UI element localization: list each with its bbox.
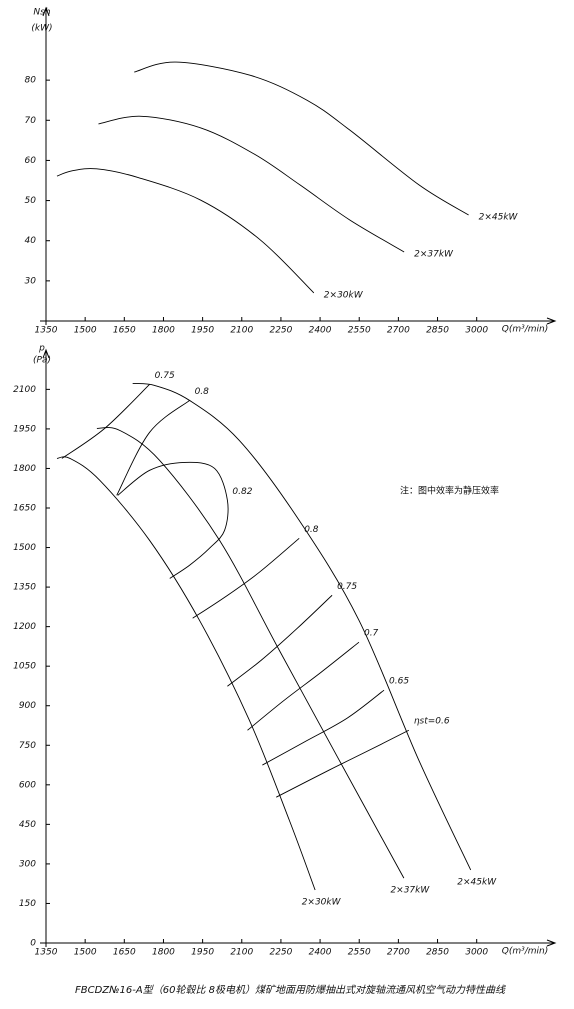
x-tick-label: 2700	[387, 326, 410, 336]
x-tick-label: 2100	[230, 326, 253, 336]
x-label: Q(m³/min)	[502, 947, 549, 957]
x-tick-label: 2700	[387, 948, 410, 958]
series-line	[56, 456, 316, 891]
series-line-label: 2×45kW	[457, 877, 497, 887]
y-tick-label: 600	[19, 780, 36, 790]
efficiency-line	[247, 641, 360, 731]
x-tick-label: 2250	[269, 948, 292, 958]
x-tick-label: 1500	[74, 948, 97, 958]
efficiency-line	[192, 537, 300, 619]
y-tick-label: 1050	[13, 662, 36, 672]
x-tick-label: 2550	[348, 326, 371, 336]
efficiency-line-label: 0.8	[195, 387, 210, 397]
x-tick-label: 2850	[426, 326, 449, 336]
series-line	[134, 61, 469, 216]
efficiency-line-label: 0.82	[232, 487, 252, 497]
x-tick-label: 1950	[191, 326, 214, 336]
y-tick-label: 30	[25, 276, 37, 286]
x-tick-label: 1500	[74, 326, 97, 336]
y-tick-label: 60	[25, 156, 37, 166]
x-tick-label: 2400	[309, 326, 332, 336]
series-line-label: 2×30kW	[324, 290, 364, 300]
y-tick-label: 70	[25, 116, 37, 126]
series-line	[96, 427, 405, 879]
y-axis	[42, 6, 50, 325]
x-tick-label: 2850	[426, 948, 449, 958]
series-line-label: 2×37kW	[390, 886, 430, 896]
y-tick-label: 300	[19, 859, 36, 869]
x-tick-label: 2550	[348, 948, 371, 958]
y-unit: (Pa)	[33, 356, 51, 366]
series-line-label: 2×37kW	[414, 249, 454, 259]
x-tick-label: 2100	[230, 948, 253, 958]
y-tick-label: 1800	[13, 464, 36, 474]
x-tick-label: 2400	[309, 948, 332, 958]
caption: FBCDZ№16-A型（60轮毂比 8极电机）煤矿地面用防爆抽出式对旋轴流通风机…	[75, 984, 506, 996]
y-tick-label: 50	[25, 196, 37, 206]
x-axis	[40, 317, 557, 325]
efficiency-line	[227, 594, 333, 687]
x-tick-label: 1650	[113, 326, 136, 336]
x-tick-label: 1350	[35, 948, 58, 958]
note: 注：图中效率为静压效率	[400, 485, 499, 497]
y-tick-label: 1650	[13, 504, 36, 514]
efficiency-line-label: 0.75	[155, 371, 175, 381]
efficiency-line	[61, 384, 150, 459]
y-tick-label: 1350	[13, 583, 36, 593]
efficiency-line-label: 0.7	[364, 629, 379, 639]
y-tick-label: 1500	[13, 543, 36, 553]
x-tick-label: 1950	[191, 948, 214, 958]
y-unit: (kW)	[31, 24, 52, 34]
y-label: p	[38, 344, 45, 354]
series-line	[98, 115, 405, 253]
x-tick-label: 1800	[152, 948, 175, 958]
y-tick-label: 0	[30, 939, 36, 949]
efficiency-line-label: 0.8	[304, 525, 319, 535]
x-tick-label: 2250	[269, 326, 292, 336]
efficiency-line	[117, 461, 229, 579]
y-axis	[42, 348, 50, 947]
y-tick-label: 1200	[13, 622, 36, 632]
series-line	[56, 168, 315, 294]
series-line-label: 2×30kW	[302, 898, 342, 908]
y-tick-label: 1950	[13, 424, 36, 434]
efficiency-line	[262, 689, 385, 766]
x-tick-label: 3000	[465, 948, 488, 958]
x-tick-label: 3000	[465, 326, 488, 336]
series-line-label: 2×45kW	[479, 213, 519, 223]
y-tick-label: 450	[19, 820, 36, 830]
x-label: Q(m³/min)	[502, 325, 549, 335]
efficiency-line-label: 0.65	[389, 677, 409, 687]
y-tick-label: 2100	[13, 385, 36, 395]
series-line	[132, 383, 472, 871]
efficiency-line	[276, 729, 410, 798]
x-axis	[40, 939, 557, 947]
y-label: Nsh	[33, 8, 50, 18]
efficiency-line	[116, 400, 190, 496]
y-tick-label: 40	[25, 236, 37, 246]
y-tick-label: 80	[25, 76, 37, 86]
y-tick-label: 750	[19, 741, 36, 751]
x-tick-label: 1800	[152, 326, 175, 336]
y-tick-label: 150	[19, 899, 36, 909]
efficiency-line-label: ηst=0.6	[414, 717, 450, 727]
x-tick-label: 1350	[35, 326, 58, 336]
efficiency-line-label: 0.75	[337, 582, 357, 592]
x-tick-label: 1650	[113, 948, 136, 958]
y-tick-label: 900	[19, 701, 36, 711]
